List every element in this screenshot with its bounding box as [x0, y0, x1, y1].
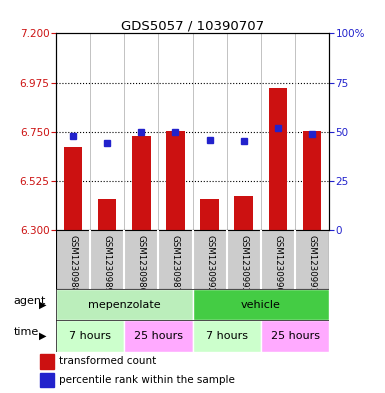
Bar [192, 289, 329, 320]
Bar [40, 354, 54, 369]
Bar [64, 147, 82, 230]
Text: GSM1230993: GSM1230993 [239, 235, 248, 293]
Bar [303, 130, 321, 230]
Text: 7 hours: 7 hours [206, 331, 248, 341]
Title: GDS5057 / 10390707: GDS5057 / 10390707 [121, 19, 264, 32]
Text: ▶: ▶ [38, 299, 46, 310]
Bar [234, 196, 253, 230]
Text: mepenzolate: mepenzolate [88, 299, 161, 310]
Bar [192, 320, 261, 352]
Bar [56, 320, 124, 352]
Bar [132, 136, 151, 230]
Text: 25 hours: 25 hours [271, 331, 320, 341]
Text: agent: agent [13, 296, 46, 306]
Text: 7 hours: 7 hours [69, 331, 111, 341]
Bar [268, 88, 287, 230]
Text: transformed count: transformed count [59, 356, 156, 366]
Bar [40, 373, 54, 387]
Text: GSM1230989: GSM1230989 [102, 235, 112, 293]
Bar [261, 320, 329, 352]
Text: 25 hours: 25 hours [134, 331, 183, 341]
Text: time: time [13, 327, 39, 337]
Text: GSM1230990: GSM1230990 [273, 235, 283, 293]
Text: GSM1230986: GSM1230986 [137, 235, 146, 293]
Text: GSM1230991: GSM1230991 [308, 235, 316, 293]
Bar [56, 289, 192, 320]
Text: ▶: ▶ [38, 331, 46, 341]
Bar [124, 320, 192, 352]
Bar [200, 199, 219, 230]
Text: GSM1230992: GSM1230992 [205, 235, 214, 293]
Text: vehicle: vehicle [241, 299, 281, 310]
Text: GSM1230988: GSM1230988 [69, 235, 77, 293]
Bar [98, 199, 117, 230]
Text: GSM1230987: GSM1230987 [171, 235, 180, 293]
Bar [166, 130, 185, 230]
Text: percentile rank within the sample: percentile rank within the sample [59, 375, 234, 385]
